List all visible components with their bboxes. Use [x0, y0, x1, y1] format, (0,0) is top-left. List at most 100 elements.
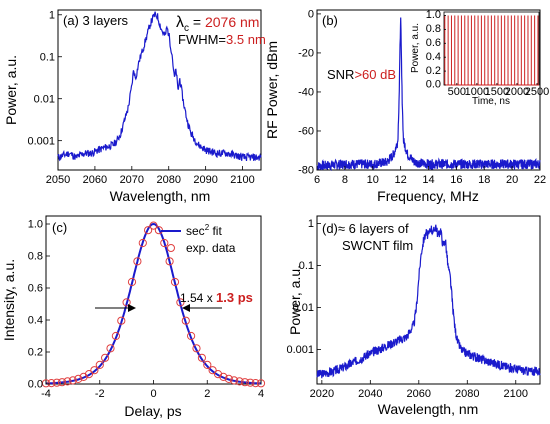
- c-xtick-label: 2: [204, 388, 210, 400]
- panel-c-data-point: [235, 377, 244, 386]
- panel-b-y-label: RF Power, dBm: [264, 41, 280, 139]
- panel-c-data-point: [256, 379, 266, 388]
- arrow-right-head: [182, 304, 190, 312]
- c-xtick-label: 0: [150, 388, 156, 400]
- panel-a-y-label: Power, a.u.: [3, 55, 19, 125]
- a-xtick-label: 2100: [230, 174, 254, 186]
- d-ytick-label: 1: [308, 218, 314, 230]
- panel-c-x-ticks: -4 -2 0 2 4: [41, 380, 264, 400]
- panel-b-x-label: Frequency, MHz: [377, 188, 479, 204]
- panel-c-data-point: [117, 316, 126, 325]
- bi-xtick-label: 2500: [525, 86, 549, 98]
- panel-c-y-ticks: 0.0 0.2 0.4 0.6 0.8 1.0: [28, 219, 50, 391]
- panel-b-snr-annotation: SNR>60 dB: [327, 67, 396, 82]
- b-xtick-label: 6: [314, 174, 320, 186]
- panel-c-data-point: [90, 366, 99, 375]
- panel-c-data-point: [149, 221, 158, 230]
- panel-c-plot: [41, 221, 266, 388]
- panel-c-data-point: [170, 277, 180, 287]
- legend-data-swatch: [167, 244, 175, 252]
- panel-d-frame: [316, 215, 541, 385]
- panel-c-data-point: [187, 331, 196, 341]
- panel-d-spectrum-line: [316, 224, 541, 379]
- bi-ytick-label: 0.6: [426, 37, 441, 49]
- c-ytick-label: 0.0: [28, 379, 43, 391]
- panel-c-data-point: [197, 353, 206, 362]
- panel-c-data-point: [230, 376, 239, 385]
- panel-b-y-ticks: -80 -60 -40 -20 0: [298, 9, 321, 177]
- bi-ytick-label: 1.0: [426, 9, 441, 21]
- d-xtick-label: 2040: [358, 388, 382, 400]
- d-xtick-label: 2020: [310, 388, 334, 400]
- panel-c-label: (c): [52, 220, 67, 235]
- panel-c-data-point: [63, 377, 72, 386]
- panel-c-data-point: [160, 238, 169, 248]
- panel-a-y-ticks: 0.001 0.01 0.1 1: [27, 9, 62, 147]
- bi-xtick-label: 2000: [505, 86, 529, 98]
- panel-a-frame: [57, 9, 262, 171]
- panel-b-inset-y-label: Power, a.u.: [410, 23, 421, 73]
- panel-c-data-point: [95, 360, 104, 369]
- c-ytick-label: 0.6: [28, 283, 43, 295]
- c-xtick-label: -2: [95, 388, 105, 400]
- b-xtick-label: 8: [342, 174, 348, 186]
- panel-c-data-point: [176, 298, 185, 307]
- panel-b-label: (b): [322, 13, 338, 28]
- panel-d-label-line2: SWCNT film: [342, 238, 413, 253]
- panel-c-data-point: [251, 379, 260, 388]
- panel-c-data-point: [203, 360, 212, 369]
- panel-c-data-point: [240, 378, 249, 387]
- b-ytick-label: -20: [298, 48, 314, 60]
- panel-c-data-point: [192, 344, 201, 353]
- b-xtick-label: 16: [450, 174, 462, 186]
- c-ytick-label: 0.8: [28, 251, 43, 263]
- panel-a-x-label: Wavelength, nm: [110, 188, 211, 204]
- panel-d: (d)≈ 6 layers of SWCNT film 2020 2040 2060…: [286, 215, 541, 417]
- panel-c-data-point: [58, 378, 67, 387]
- panel-d-y-label: Power, a.u.: [287, 265, 303, 335]
- panel-d-x-label: Wavelength, nm: [378, 401, 479, 417]
- arrow-left-head: [128, 304, 136, 312]
- b-ytick-label: -60: [298, 126, 314, 138]
- panel-a: (a) 3 layers λc = 2076 nm FWHM=3.5 nm 20…: [3, 9, 266, 204]
- panel-c-y-label: Intensity, a.u.: [1, 259, 17, 341]
- panel-b-inset-y-ticks: 0.0 0.2 0.4 0.6 0.8 1.0: [426, 9, 446, 91]
- panel-c-data-point: [224, 374, 233, 383]
- panel-c-data-point: [219, 372, 228, 381]
- bi-xtick-label: 1000: [465, 86, 489, 98]
- panel-d-y-ticks: 0.001 0.01 0.1 1: [286, 218, 321, 356]
- panel-c-fwhm-annotation: 1.54 x 1.3 ps: [95, 290, 253, 312]
- a-xtick-label: 2090: [193, 174, 217, 186]
- panel-c-data-point: [246, 378, 255, 387]
- panel-c-data-point: [106, 344, 115, 353]
- panel-a-fwhm-annotation: FWHM=3.5 nm: [178, 32, 266, 47]
- b-ytick-label: 0: [308, 9, 314, 21]
- panel-a-label: (a) 3 layers: [63, 13, 129, 28]
- panel-c-data-point: [181, 316, 190, 325]
- panel-c-data-point: [122, 298, 131, 307]
- panel-c-fwhm-text: 1.54 x 1.3 ps: [180, 290, 253, 305]
- d-ytick-label: 0.01: [293, 302, 314, 314]
- b-ytick-label: -40: [298, 87, 314, 99]
- c-ytick-label: 0.2: [28, 347, 43, 359]
- panel-c: (c) -4 -2 0 2 4 0.0 0.2 0.4 0.6 0.8 1.0 sec2 fit …: [1, 215, 266, 419]
- b-xtick-label: 20: [506, 174, 518, 186]
- panel-b-inset-plot: [444, 15, 539, 86]
- panel-b-inset-x-label: Time, ns: [472, 96, 510, 107]
- panel-d-plot: [316, 224, 541, 379]
- panel-c-data-point: [144, 226, 153, 235]
- bi-ytick-label: 0.4: [426, 51, 441, 63]
- b-xtick-label: 12: [395, 174, 407, 186]
- bi-ytick-label: 0.8: [426, 23, 441, 35]
- panel-c-data-point: [84, 370, 94, 379]
- panel-a-lambda-annotation: λc = 2076 nm: [176, 14, 259, 34]
- panel-d-label-line1: (d)≈ 6 layers of: [322, 221, 409, 236]
- a-ytick-label: 0.001: [27, 135, 55, 147]
- bi-ytick-label: 0.2: [426, 65, 441, 77]
- b-xtick-label: 22: [534, 174, 546, 186]
- panel-c-data-point: [52, 378, 61, 387]
- d-ytick-label: 0.1: [299, 260, 314, 272]
- d-xtick-label: 2100: [504, 388, 528, 400]
